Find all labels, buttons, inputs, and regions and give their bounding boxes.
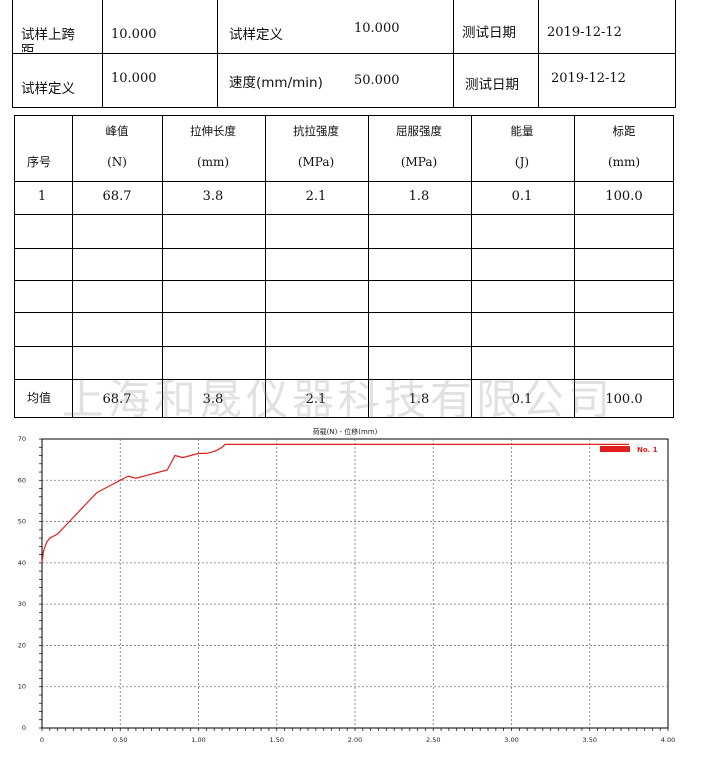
y-tick-label: 20 [18,641,26,649]
info-label: 测试日期 [465,77,519,93]
y-tick-label: 50 [18,518,26,526]
info-label: 试样定义 [21,81,75,97]
mean-cell: 68.7 [102,392,132,407]
mean-cell: 100.0 [605,392,643,407]
divider [162,116,163,417]
info-value: 50.000 [354,73,400,88]
info-value: 2019-12-12 [547,25,622,40]
mean-cell: 1.8 [408,392,430,407]
info-table: 试样上跨 距 10.000 试样定义 10.000 测试日期 2019-12-1… [12,0,676,108]
table-cell: 0.1 [511,189,533,204]
divider [15,379,673,380]
column-unit: (mm) [607,155,641,169]
column-header: 峰值 [105,124,129,138]
table-cell: 68.7 [102,189,132,204]
divider [471,116,472,417]
x-tick-label: 3.50 [583,736,597,744]
column-unit: (N) [107,155,127,169]
mean-cell: 0.1 [511,392,533,407]
y-tick-label: 40 [18,559,26,567]
divider [368,116,369,417]
mean-label: 均值 [27,391,52,405]
divider [15,346,673,347]
x-tick-label: 2.50 [426,736,440,744]
y-tick-label: 10 [18,683,26,691]
divider [15,280,673,281]
divider [15,214,673,215]
column-header: 屈服强度 [396,124,442,138]
column-header: 抗拉强度 [293,124,339,138]
chart-title: 荷载(N) - 位移(mm) [313,427,378,436]
divider [15,248,673,249]
series-line-1 [41,443,629,563]
column-header: 能量 [510,124,534,138]
table-cell: 3.8 [202,189,224,204]
column-unit: (MPa) [400,155,438,169]
info-label: 试样定义 [229,27,283,43]
divider [265,116,266,417]
x-tick-label: 3.00 [504,736,518,744]
x-tick-label: 0 [40,736,44,744]
column-header: 标距 [612,124,636,138]
legend-swatch [600,446,630,452]
info-value: 10.000 [111,27,157,42]
legend-label: No. 1 [637,446,658,454]
info-value: 10.000 [354,21,400,36]
y-tick-label: 30 [18,600,26,608]
column-unit: (mm) [196,155,230,169]
info-value: 10.000 [111,71,157,86]
y-tick-label: 60 [18,476,26,484]
divider [15,181,673,182]
x-tick-label: 0.50 [113,736,127,744]
column-unit: (MPa) [297,155,335,169]
info-label: 测试日期 [462,25,516,41]
table-cell: 1.8 [408,189,430,204]
y-tick-label: 70 [18,435,26,443]
mean-cell: 2.1 [305,392,327,407]
info-value: 2019-12-12 [551,71,626,86]
seq-header: 序号 [27,155,52,169]
table-cell: 100.0 [605,189,643,204]
load-displacement-chart: 荷载(N) - 位移(mm) 0 0.50 1.00 1.50 2.00 2.50 3.00… [18,427,676,744]
y-tick-label: 0 [22,724,26,732]
x-tick-label: 2.00 [348,736,362,744]
x-tick-label: 1.50 [270,736,284,744]
info-label-cut: 距 [21,43,35,52]
column-header: 拉伸长度 [190,124,236,138]
x-tick-label: 4.00 [661,736,675,744]
table-row-seq: 1 [37,189,47,204]
divider [574,116,575,417]
table-cell: 2.1 [305,189,327,204]
results-table: 序号 峰值 (N) 拉伸长度 (mm) 抗拉强度 (MPa) 屈服强度 (MPa… [14,115,674,418]
info-label: 速度(mm/min) [229,75,323,91]
divider [72,116,73,417]
divider [15,312,673,313]
mean-cell: 3.8 [202,392,224,407]
x-tick-label: 1.00 [191,736,205,744]
column-unit: (J) [514,155,530,169]
divider [13,53,675,54]
info-label: 试样上跨 [21,27,75,43]
